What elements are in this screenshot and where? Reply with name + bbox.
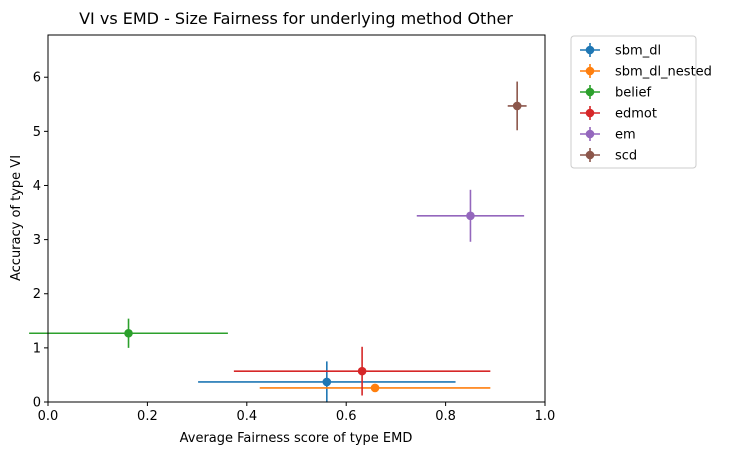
- legend-entry: scd: [580, 148, 637, 164]
- legend-label: sbm_dl: [615, 44, 661, 59]
- plot-area: [29, 81, 527, 403]
- legend-label: em: [615, 128, 636, 143]
- y-tick-label: 5: [33, 125, 41, 140]
- y-axis: 0 1 2 3 4 5 6: [33, 71, 48, 411]
- x-tick-label: 0.0: [38, 409, 59, 424]
- plot-frame: [47, 34, 546, 403]
- legend-marker: [585, 66, 595, 76]
- chart-title: VI vs EMD - Size Fairness for underlying…: [79, 9, 513, 28]
- y-axis-label: Accuracy of type VI: [9, 155, 24, 281]
- legend-marker: [585, 150, 595, 160]
- data-point: [512, 101, 522, 111]
- x-tick-label: 0.2: [137, 409, 158, 424]
- legend-label: belief: [615, 86, 651, 101]
- data-point: [124, 328, 133, 338]
- y-tick-label: 2: [33, 287, 41, 302]
- series-belief: [29, 318, 228, 348]
- data-point: [322, 377, 332, 387]
- legend-label: sbm_dl_nested: [615, 65, 712, 80]
- legend-label: scd: [615, 149, 637, 164]
- y-tick-label: 0: [33, 396, 41, 411]
- data-point: [357, 366, 367, 376]
- legend-marker: [585, 129, 595, 139]
- y-tick-label: 3: [33, 233, 41, 248]
- series-scd: [507, 81, 527, 131]
- legend-entry: sbm_dl_nested: [580, 64, 712, 80]
- legend-entry: em: [580, 127, 636, 143]
- legend-entry: edmot: [580, 106, 657, 122]
- x-tick-label: 1.0: [535, 409, 556, 424]
- series-edmot: [233, 346, 491, 396]
- y-tick-label: 1: [33, 341, 41, 356]
- series-sbm-dl: [198, 361, 456, 403]
- data-point: [370, 383, 380, 393]
- x-tick-label: 0.8: [435, 409, 456, 424]
- series-em: [416, 189, 525, 242]
- data-point: [466, 211, 475, 221]
- series-sbm-dl-nested: [259, 383, 491, 393]
- y-tick-label: 4: [33, 179, 41, 194]
- legend-entry: belief: [580, 85, 651, 101]
- legend-entry: sbm_dl: [580, 43, 661, 59]
- legend-marker: [585, 45, 595, 55]
- y-tick-label: 6: [33, 71, 41, 86]
- legend-marker: [585, 87, 595, 97]
- x-axis: 0.0 0.2 0.4 0.6 0.8 1.0: [38, 402, 556, 424]
- legend-frame: [570, 35, 697, 169]
- x-tick-label: 0.6: [336, 409, 357, 424]
- x-tick-label: 0.4: [236, 409, 257, 424]
- legend-label: edmot: [615, 107, 657, 122]
- x-axis-label: Average Fairness score of type EMD: [180, 431, 413, 446]
- legend-marker: [585, 108, 595, 118]
